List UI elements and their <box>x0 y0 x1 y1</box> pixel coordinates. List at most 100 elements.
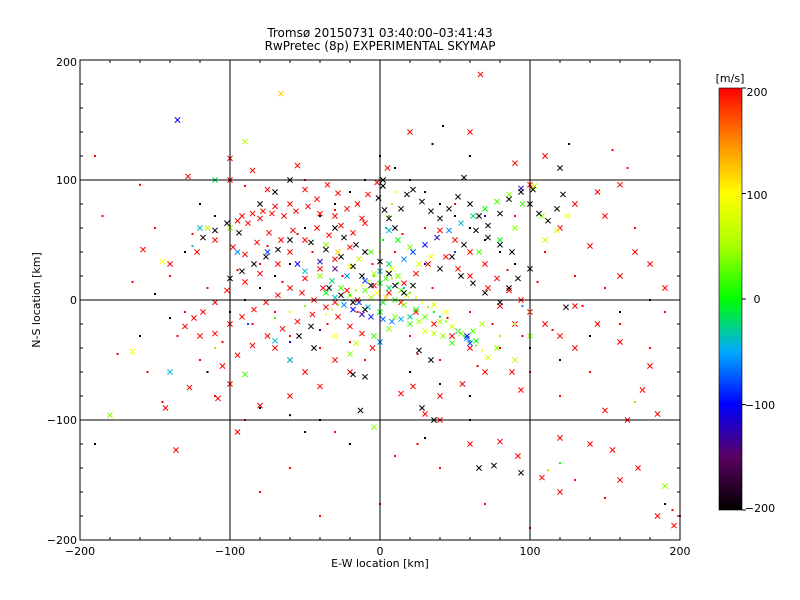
data-point-cross <box>389 318 395 325</box>
data-point-cross <box>446 205 452 212</box>
data-point-cross <box>401 256 407 263</box>
data-point-cross <box>332 265 338 272</box>
data-point-dot <box>476 365 479 367</box>
x-tick-labels: −200 −100 0 100 200 <box>65 545 691 558</box>
data-point-dot <box>463 335 465 337</box>
data-point-cross <box>344 205 350 212</box>
data-point-cross <box>294 318 301 325</box>
data-point-cross <box>401 289 407 296</box>
data-point-cross <box>275 246 281 253</box>
data-point-cross <box>347 351 353 357</box>
data-point-cross <box>446 227 452 234</box>
data-point-dot <box>385 270 387 273</box>
data-point-cross <box>386 261 392 267</box>
data-point-cross <box>335 313 341 320</box>
data-point-cross <box>476 249 482 255</box>
data-point-cross <box>485 234 491 241</box>
data-point-cross <box>332 357 338 363</box>
data-point-dot <box>664 311 666 313</box>
data-point-dot <box>337 303 339 306</box>
data-point-cross <box>602 407 608 414</box>
data-point-cross <box>368 249 374 255</box>
data-point-cross <box>309 311 316 318</box>
data-point-cross <box>647 363 653 369</box>
data-point-dot <box>403 287 405 289</box>
data-point-cross <box>464 335 470 342</box>
data-point-cross <box>413 270 419 277</box>
data-point-cross <box>407 129 413 135</box>
data-point-cross <box>204 225 211 231</box>
data-point-cross <box>458 220 464 227</box>
data-point-dot <box>274 275 276 277</box>
data-point-cross <box>332 299 338 306</box>
data-point-cross <box>386 325 392 332</box>
data-point-dot <box>559 462 561 465</box>
data-point-dot <box>415 296 417 299</box>
data-point-dot <box>214 395 216 397</box>
data-point-cross <box>470 280 476 287</box>
data-point-dot <box>442 125 444 127</box>
data-point-cross <box>410 383 416 390</box>
data-point-cross <box>518 469 524 476</box>
data-point-cross <box>200 234 206 241</box>
data-point-cross <box>398 316 404 323</box>
data-point-cross <box>434 234 440 241</box>
data-point-cross <box>287 357 293 363</box>
data-point-cross <box>362 277 368 284</box>
data-point-dot <box>424 191 426 193</box>
data-point-dot <box>589 371 591 373</box>
data-point-cross <box>485 354 491 361</box>
data-point-cross <box>587 441 593 447</box>
data-point-dot <box>289 335 291 337</box>
data-point-cross <box>506 285 512 291</box>
data-point-cross <box>186 384 193 391</box>
data-point-cross <box>317 383 323 390</box>
data-point-dot <box>619 311 621 313</box>
data-point-cross <box>234 249 241 255</box>
data-point-cross <box>398 390 404 397</box>
data-point-cross <box>357 407 364 414</box>
data-point-cross <box>359 330 365 337</box>
data-point-dot <box>289 414 291 417</box>
data-point-cross <box>443 309 449 315</box>
data-point-dot <box>457 330 459 333</box>
data-point-cross <box>281 213 287 219</box>
data-point-dot <box>304 227 306 229</box>
data-point-cross <box>449 340 455 347</box>
data-point-cross <box>455 265 461 272</box>
data-point-cross <box>416 261 422 267</box>
data-point-cross <box>437 393 443 399</box>
data-point-cross <box>323 241 329 248</box>
data-point-cross <box>431 330 437 337</box>
data-point-cross <box>494 275 500 282</box>
data-point-dot <box>356 311 359 313</box>
data-point-dot <box>334 209 336 211</box>
data-point-cross <box>212 330 218 337</box>
data-point-cross <box>257 402 263 409</box>
data-point-cross <box>602 213 608 219</box>
data-point-cross <box>242 138 248 145</box>
data-point-dot <box>101 215 104 217</box>
data-point-cross <box>278 90 284 97</box>
data-point-dot <box>574 275 576 277</box>
data-point-cross <box>239 313 245 320</box>
data-point-cross <box>467 201 473 207</box>
data-point-cross <box>174 117 181 123</box>
data-point-dot <box>514 323 516 325</box>
data-point-cross <box>563 304 569 311</box>
data-point-cross <box>294 162 301 169</box>
data-point-cross <box>332 213 338 219</box>
data-point-cross <box>542 237 548 243</box>
data-point-cross <box>542 153 548 159</box>
data-point-cross <box>647 261 653 267</box>
x-tick-label: −100 <box>215 545 245 558</box>
data-point-cross <box>381 207 388 213</box>
data-point-dot <box>319 347 321 349</box>
data-point-dot <box>391 277 393 280</box>
data-point-dot <box>469 155 471 157</box>
data-point-cross <box>416 318 422 325</box>
data-point-cross <box>539 474 545 481</box>
data-point-cross <box>272 337 278 344</box>
data-point-dot <box>469 395 471 397</box>
data-point-cross <box>264 333 271 339</box>
